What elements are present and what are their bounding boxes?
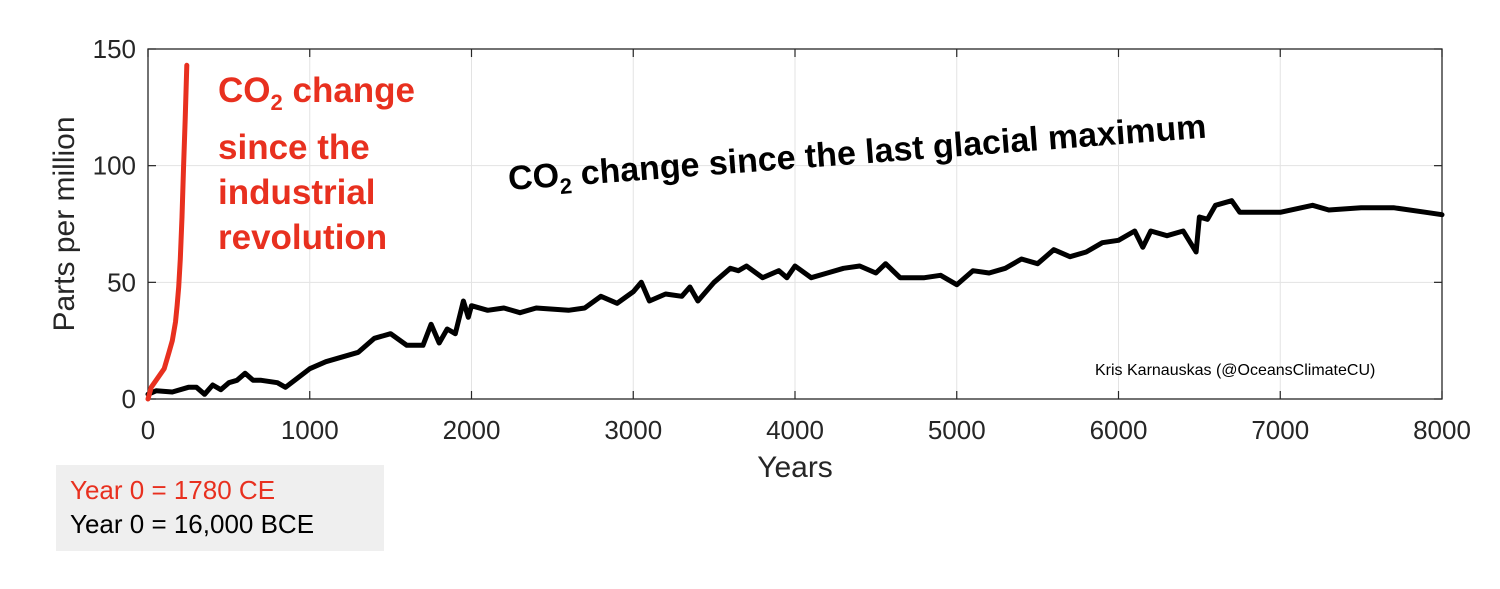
legend-black-entry: Year 0 = 16,000 BCE bbox=[70, 509, 315, 539]
industrial-co2-line bbox=[145, 62, 190, 402]
red-ann-line4: revolution bbox=[218, 218, 388, 257]
x-axis-label: Years bbox=[757, 451, 833, 484]
x-tick-label: 7000 bbox=[1251, 415, 1309, 445]
black-ann-co: CO bbox=[506, 156, 561, 199]
red-ann-change: change bbox=[282, 71, 416, 110]
legend-box: Year 0 = 1780 CE Year 0 = 16,000 BCE bbox=[56, 465, 384, 551]
y-axis-label: Parts per million bbox=[48, 116, 81, 331]
red-ann-sub: 2 bbox=[270, 90, 283, 115]
red-ann-line3: industrial bbox=[218, 173, 376, 212]
glacial-co2-line bbox=[145, 198, 1445, 397]
y-tick-label: 0 bbox=[122, 384, 136, 414]
y-tick-label: 150 bbox=[93, 34, 136, 64]
x-tick-label: 4000 bbox=[766, 415, 824, 445]
x-tick-label: 5000 bbox=[928, 415, 986, 445]
x-tick-label: 6000 bbox=[1090, 415, 1148, 445]
red-ann-line2: since the bbox=[218, 128, 370, 167]
credit-text: Kris Karnauskas (@OceansClimateCU) bbox=[1095, 362, 1376, 379]
red-ann-co: CO bbox=[218, 71, 271, 110]
plot-frame bbox=[147, 48, 1443, 400]
y-tick-label: 100 bbox=[93, 151, 136, 181]
x-tick-label: 1000 bbox=[281, 415, 339, 445]
industrial-revolution-annotation: CO2 change since the industrial revoluti… bbox=[218, 68, 415, 260]
x-tick-label: 8000 bbox=[1413, 415, 1471, 445]
y-tick-label: 50 bbox=[107, 267, 136, 297]
x-tick-label: 3000 bbox=[604, 415, 662, 445]
x-tick-label: 2000 bbox=[443, 415, 501, 445]
legend-red-entry: Year 0 = 1780 CE bbox=[70, 475, 276, 505]
x-tick-label: 0 bbox=[141, 415, 155, 445]
